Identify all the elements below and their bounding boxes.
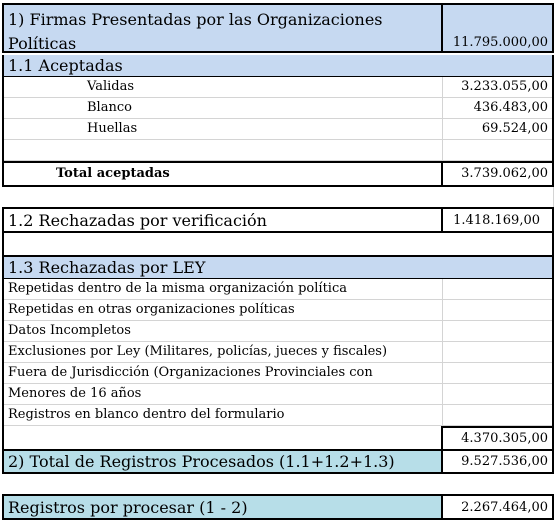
ley-row: Repetidas dentro de la misma organizació… xyxy=(4,279,552,300)
firmas-total-value: 11.795.000,00 xyxy=(452,35,548,50)
spacer-row-2 xyxy=(2,233,554,255)
registros-por-procesar-value-cell: 2.267.464,00 xyxy=(443,496,552,518)
ley-label-cell: Exclusiones por Ley (Militares, policías… xyxy=(4,342,443,362)
validas-value-cell: 3.233.055,00 xyxy=(443,77,552,97)
firmas-total-cell: 11.795.000,00 xyxy=(443,5,552,51)
ley-row: Fuera de Jurisdicción (Organizaciones Pr… xyxy=(4,363,552,384)
ley-row: Menores de 16 años xyxy=(4,384,552,405)
blanco-value: 436.483,00 xyxy=(473,100,548,115)
total-procesados-value: 9.527.536,00 xyxy=(461,454,548,469)
rechazadas-ley-total-cell: 4.370.305,00 xyxy=(443,426,552,449)
aceptadas-header-row: 1.1 Aceptadas xyxy=(4,55,552,77)
ley-label-cell: Datos Incompletos xyxy=(4,321,443,341)
rechazadas-ley-title: 1.3 Rechazadas por LEY xyxy=(8,258,206,277)
firmas-title-line1: 1) Firmas Presentadas por las Organizaci… xyxy=(8,10,383,29)
ley-row: Registros en blanco dentro del formulari… xyxy=(4,405,552,426)
huellas-value-cell: 69.524,00 xyxy=(443,119,552,139)
total-aceptadas-label: Total aceptadas xyxy=(56,166,170,181)
total-procesados-value-cell: 9.527.536,00 xyxy=(443,451,552,472)
total-aceptadas-value-cell: 3.739.062,00 xyxy=(443,163,552,185)
validas-label: Validas xyxy=(87,79,135,94)
ley-row: Repetidas en otras organizaciones políti… xyxy=(4,300,552,321)
total-aceptadas-label-cell: Total aceptadas xyxy=(4,163,443,185)
aceptadas-title: 1.1 Aceptadas xyxy=(8,56,123,75)
rechazadas-verificacion-block: 1.2 Rechazadas por verificación 1.418.16… xyxy=(2,207,554,233)
blanco-value-cell: 436.483,00 xyxy=(443,98,552,118)
ley-label: Fuera de Jurisdicción (Organizaciones Pr… xyxy=(8,365,373,380)
ley-row: Exclusiones por Ley (Militares, policías… xyxy=(4,342,552,363)
rechazadas-ley-block: 1.3 Rechazadas por LEY Repetidas dentro … xyxy=(2,255,554,449)
total-procesados-label: 2) Total de Registros Procesados (1.1+1.… xyxy=(8,452,395,471)
validas-label-cell: Validas xyxy=(4,77,443,97)
rechazadas-ley-total-value: 4.370.305,00 xyxy=(461,431,548,446)
ley-label: Registros en blanco dentro del formulari… xyxy=(8,407,285,422)
ley-label: Menores de 16 años xyxy=(8,386,142,401)
ley-label-cell: Repetidas en otras organizaciones políti… xyxy=(4,300,443,320)
rechazadas-verificacion-value-cell: 1.418.169,00 xyxy=(443,209,552,231)
ley-label-cell: Menores de 16 años xyxy=(4,384,443,404)
total-procesados-label-cell: 2) Total de Registros Procesados (1.1+1.… xyxy=(4,451,443,472)
blanco-label: Blanco xyxy=(87,100,132,115)
registros-por-procesar-value: 2.267.464,00 xyxy=(461,500,548,515)
rechazadas-verificacion-label: 1.2 Rechazadas por verificación xyxy=(8,211,267,230)
firmas-title-line2: Políticas xyxy=(8,34,77,53)
ley-row: Datos Incompletos xyxy=(4,321,552,342)
aceptadas-row-validas: Validas 3.233.055,00 xyxy=(4,77,552,98)
huellas-value: 69.524,00 xyxy=(481,121,548,136)
aceptadas-row-empty xyxy=(4,140,552,161)
validas-value: 3.233.055,00 xyxy=(461,79,548,94)
ley-label-cell: Registros en blanco dentro del formulari… xyxy=(4,405,443,425)
registros-por-procesar-block: Registros por procesar (1 - 2) 2.267.464… xyxy=(2,494,554,520)
ley-label-cell: Repetidas dentro de la misma organizació… xyxy=(4,279,443,299)
aceptadas-block: 1.1 Aceptadas Validas 3.233.055,00 Blanc… xyxy=(2,55,554,187)
huellas-label: Huellas xyxy=(87,121,138,136)
firmas-presentadas-label-cell: 1) Firmas Presentadas por las Organizaci… xyxy=(4,5,443,53)
huellas-label-cell: Huellas xyxy=(4,119,443,139)
ley-label: Datos Incompletos xyxy=(8,323,131,338)
total-aceptadas-value: 3.739.062,00 xyxy=(461,166,548,181)
firmas-presentadas-block: 1) Firmas Presentadas por las Organizaci… xyxy=(2,3,554,53)
ley-label: Exclusiones por Ley (Militares, policías… xyxy=(8,344,388,359)
spacer-row-1 xyxy=(2,187,554,207)
ley-label: Repetidas en otras organizaciones políti… xyxy=(8,302,295,317)
aceptadas-row-blanco: Blanco 436.483,00 xyxy=(4,98,552,119)
rechazadas-ley-total-spacer xyxy=(86,426,443,449)
rechazadas-ley-header-row: 1.3 Rechazadas por LEY xyxy=(4,257,552,279)
rechazadas-verificacion-label-cell: 1.2 Rechazadas por verificación xyxy=(4,209,443,231)
spacer-row-3 xyxy=(2,474,554,494)
rechazadas-ley-total-row: 4.370.305,00 xyxy=(4,426,552,449)
registros-por-procesar-label: Registros por procesar (1 - 2) xyxy=(8,498,248,517)
aceptadas-empty-cell xyxy=(4,140,443,160)
aceptadas-row-huellas: Huellas 69.524,00 xyxy=(4,119,552,140)
ley-label-cell: Fuera de Jurisdicción (Organizaciones Pr… xyxy=(4,363,443,383)
total-procesados-block: 2) Total de Registros Procesados (1.1+1.… xyxy=(2,449,554,474)
ley-label: Repetidas dentro de la misma organizació… xyxy=(8,281,347,296)
rechazadas-verificacion-value: 1.418.169,00 xyxy=(453,213,540,228)
blanco-label-cell: Blanco xyxy=(4,98,443,118)
total-aceptadas-row: Total aceptadas 3.739.062,00 xyxy=(4,161,552,187)
registros-por-procesar-label-cell: Registros por procesar (1 - 2) xyxy=(4,496,443,518)
